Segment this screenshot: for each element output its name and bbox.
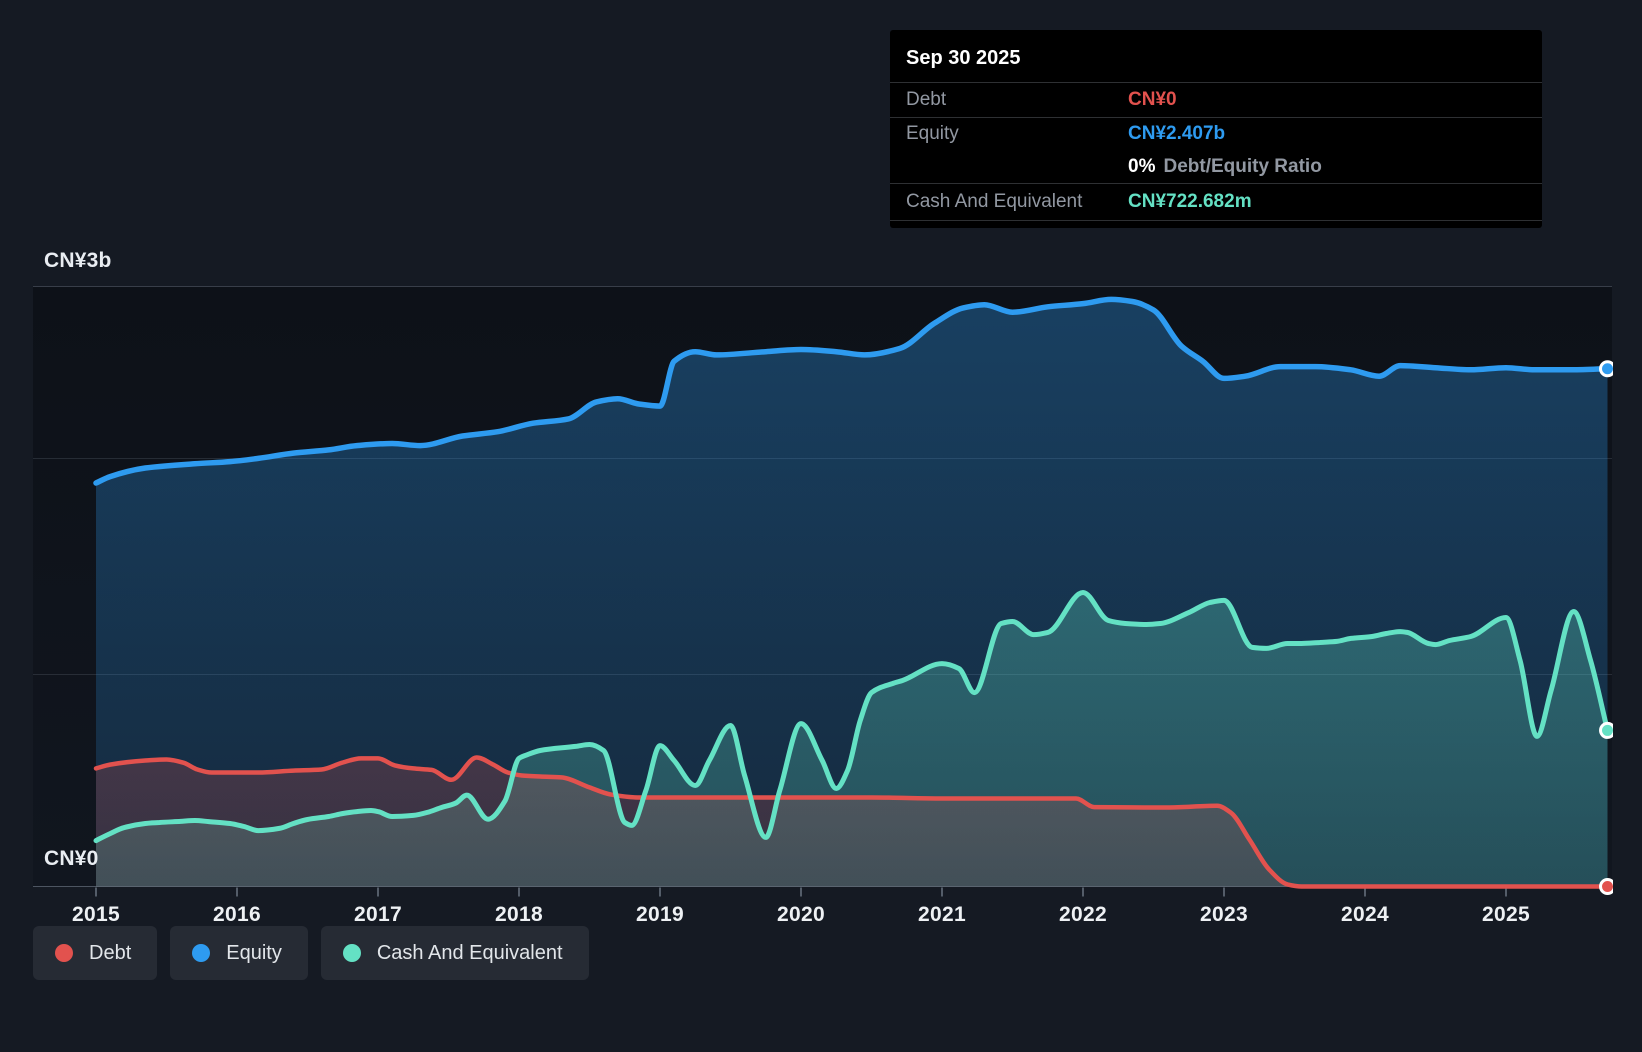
- legend-item-debt[interactable]: Debt: [33, 926, 158, 980]
- legend-debt-label: Debt: [89, 941, 132, 964]
- debt-line: [93, 755, 1610, 889]
- tooltip-row-debt: Debt CN¥0: [890, 82, 1542, 117]
- tooltip-ratio-value: 0%: [1128, 155, 1156, 177]
- cash-dot-icon: [342, 944, 361, 962]
- chart-legend: Debt Equity Cash And Equivalent: [33, 926, 589, 980]
- y-axis-label-bottom: CN¥0: [44, 847, 99, 870]
- legend-item-equity[interactable]: Equity: [170, 926, 308, 980]
- tooltip-cash-value: CN¥722.682m: [1128, 191, 1252, 212]
- cash-and-equivalent-line: [93, 590, 1610, 844]
- x-axis-label-2017: 2017: [354, 903, 402, 926]
- equity-endpoint-dot: [1599, 360, 1613, 378]
- tooltip-row-ratio: 0% Debt/Equity Ratio: [890, 150, 1542, 183]
- x-axis-label-2024: 2024: [1341, 903, 1389, 926]
- y-axis-label-top: CN¥3b: [44, 249, 112, 272]
- x-axis-label-2025: 2025: [1482, 903, 1530, 926]
- tooltip-row-cash: Cash And Equivalent CN¥722.682m: [890, 183, 1542, 220]
- x-axis-label-2023: 2023: [1200, 903, 1248, 926]
- x-axis-label-2022: 2022: [1059, 903, 1107, 926]
- x-axis-label-2019: 2019: [636, 903, 684, 926]
- tooltip-equity-label: Equity: [906, 123, 959, 144]
- legend-cash-label: Cash And Equivalent: [376, 941, 563, 964]
- chart-tooltip: Sep 30 2025 Debt CN¥0 Equity CN¥2.407b 0…: [890, 30, 1542, 228]
- legend-item-cash[interactable]: Cash And Equivalent: [320, 926, 589, 980]
- tooltip-debt-value: CN¥0: [1128, 89, 1177, 110]
- tooltip-equity-value: CN¥2.407b: [1128, 123, 1226, 144]
- x-axis-label-2020: 2020: [777, 903, 825, 926]
- cash-and-equivalent-endpoint-dot: [1599, 721, 1613, 739]
- equity-dot-icon: [192, 944, 211, 962]
- debt-endpoint-dot: [1599, 878, 1613, 895]
- x-axis-label-2021: 2021: [918, 903, 966, 926]
- x-axis-label-2015: 2015: [72, 903, 120, 926]
- tooltip-cash-label: Cash And Equivalent: [906, 191, 1083, 212]
- tooltip-date: Sep 30 2025: [906, 47, 1021, 69]
- x-axis-label-2016: 2016: [213, 903, 261, 926]
- debt-area: [96, 757, 1608, 887]
- legend-equity-label: Equity: [226, 941, 282, 964]
- debt-dot-icon: [55, 944, 73, 962]
- tooltip-debt-label: Debt: [906, 89, 947, 110]
- tooltip-row-equity: Equity CN¥2.407b: [890, 117, 1542, 150]
- tooltip-ratio-label: Debt/Equity Ratio: [1163, 155, 1322, 177]
- x-axis-label-2018: 2018: [495, 903, 543, 926]
- equity-line: [93, 296, 1611, 486]
